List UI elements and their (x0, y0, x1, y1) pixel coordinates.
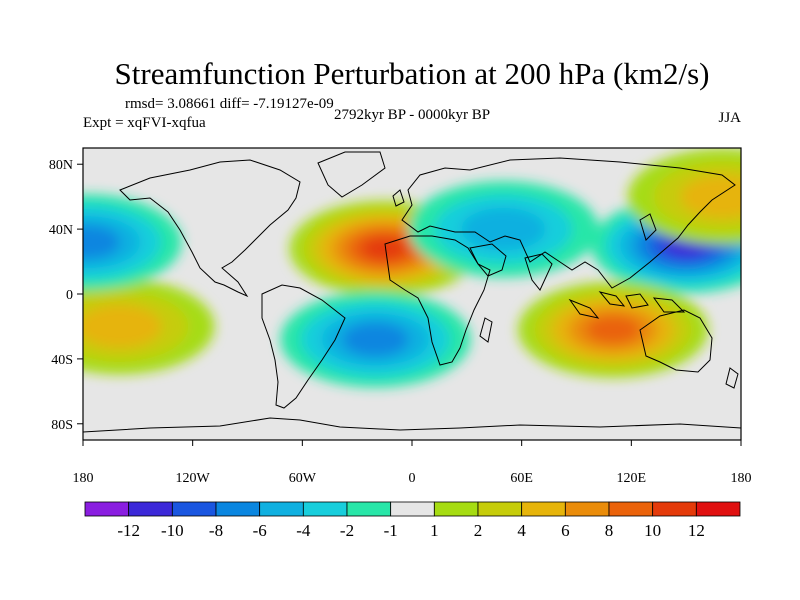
colorbar-label: -6 (253, 521, 267, 540)
anomaly-center (408, 181, 599, 278)
anomaly-contour (680, 175, 741, 218)
x-tick-label: 60W (289, 471, 317, 486)
colorbar-swatch (521, 501, 566, 517)
anomaly-center (627, 148, 741, 245)
colorbar-label: -1 (384, 521, 398, 540)
stats-label: rmsd= 3.08661 diff= -7.19127e-09 (125, 96, 334, 112)
colorbar-swatch (652, 501, 697, 517)
y-tick-label: 40N (49, 223, 73, 238)
colorbar-label: 8 (605, 521, 614, 540)
x-tick-label: 120E (617, 471, 647, 486)
colorbar-label: 2 (474, 521, 483, 540)
map-axes: 180 120W 60W 0 60E 120E 180 80N 40N 0 40S 80S (49, 158, 752, 486)
experiment-label: Expt = xqFVI-xqfua (83, 115, 206, 131)
anomaly-contour (585, 315, 641, 344)
y-tick-label: 0 (66, 288, 73, 303)
y-tick-label: 80S (51, 418, 73, 433)
colorbar-swatch (608, 501, 654, 517)
colorbar-label: -10 (161, 521, 184, 540)
anomaly-field (83, 148, 741, 388)
colorbar-label: -4 (296, 521, 311, 540)
anomaly-contour (461, 207, 546, 251)
y-tick-label: 40S (51, 353, 73, 368)
anomaly-contour (83, 225, 120, 259)
colorbar-label: 4 (517, 521, 526, 540)
colorbar-label: -8 (209, 521, 223, 540)
colorbar-swatch (84, 501, 130, 517)
anomaly-center (280, 291, 471, 388)
colorbar-label: -12 (117, 521, 140, 540)
x-tick-label: 180 (73, 471, 94, 486)
colorbar-swatch (128, 501, 173, 517)
anomaly-contour (361, 236, 408, 261)
colorbar-label: -2 (340, 521, 354, 540)
colorbar: -12 -10 -8 -6 -4 -2 -1 1 2 4 6 8 10 12 (84, 501, 741, 540)
period-label: 2792kyr BP - 0000kyr BP (334, 107, 490, 123)
chart-title: Streamfunction Perturbation at 200 hPa (… (115, 56, 710, 91)
map-area (83, 148, 741, 440)
x-tick-label: 120W (176, 471, 211, 486)
colorbar-swatch (302, 501, 348, 517)
anomaly-contour (342, 322, 409, 357)
colorbar-swatch (695, 501, 741, 517)
anomaly-contour (83, 305, 162, 348)
anomaly-center (83, 278, 215, 375)
anomaly-center (518, 281, 709, 378)
x-tick-label: 60E (510, 471, 533, 486)
colorbar-swatch (390, 501, 435, 517)
coastlines (83, 151, 741, 433)
colorbar-swatch (564, 501, 610, 517)
x-tick-label: 180 (731, 471, 752, 486)
x-tick-label: 0 (409, 471, 416, 486)
colorbar-swatch (259, 501, 304, 517)
colorbar-swatch (215, 501, 261, 517)
colorbar-swatch (171, 501, 217, 517)
colorbar-label: 12 (688, 521, 705, 540)
colorbar-label: 10 (644, 521, 661, 540)
colorbar-label: 1 (430, 521, 439, 540)
y-tick-label: 80N (49, 158, 73, 173)
colorbar-swatch (433, 501, 479, 517)
colorbar-label: 6 (561, 521, 570, 540)
season-label: JJA (718, 110, 741, 126)
colorbar-swatch (346, 501, 392, 517)
anomaly-center (83, 194, 182, 291)
colorbar-swatch (477, 501, 523, 517)
